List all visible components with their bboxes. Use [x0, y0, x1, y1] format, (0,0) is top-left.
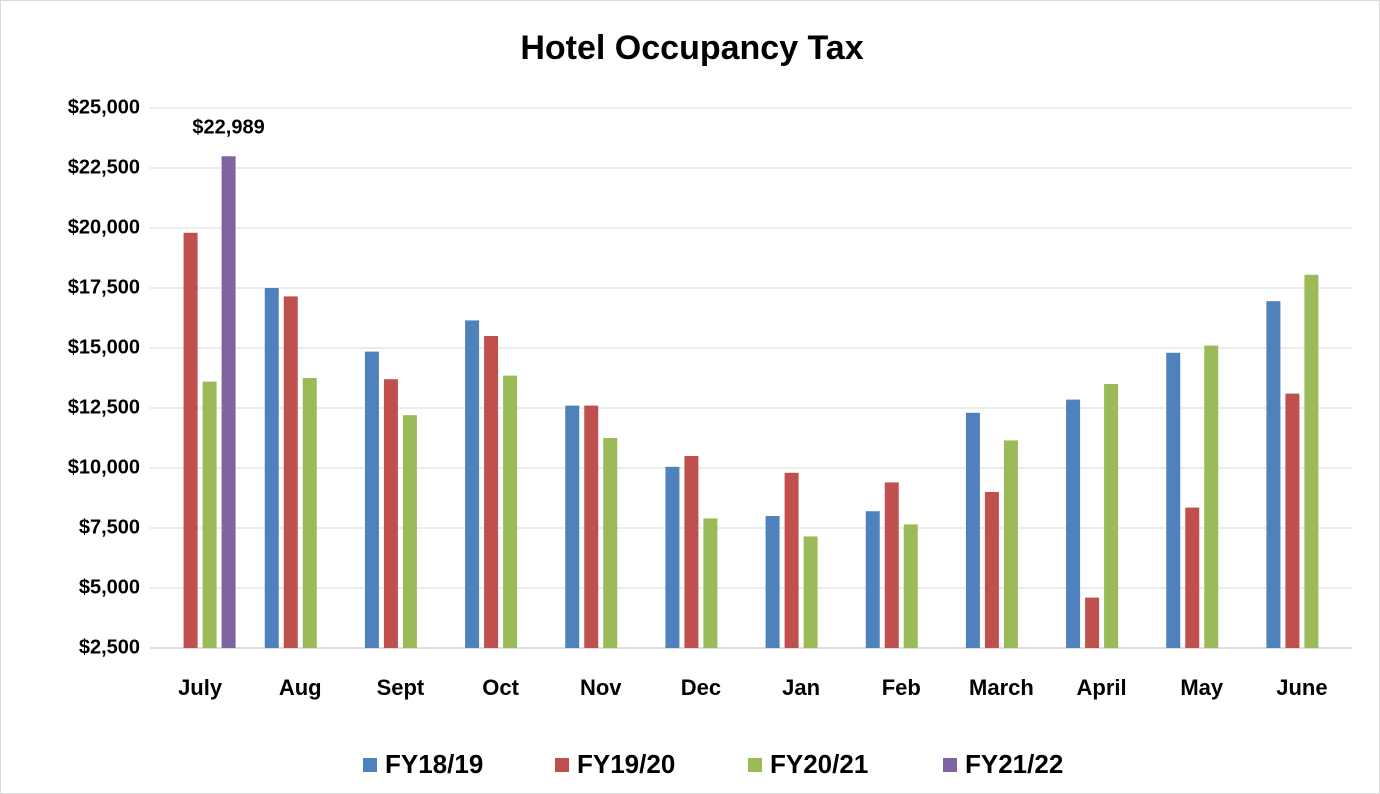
y-tick-label: $25,000	[68, 96, 140, 118]
bar	[603, 438, 618, 648]
bar	[565, 405, 580, 648]
bar	[584, 405, 599, 648]
x-tick-label: Feb	[882, 675, 921, 700]
x-tick-label: April	[1077, 675, 1127, 700]
y-tick-label: $10,000	[68, 456, 140, 478]
y-tick-label: $2,500	[79, 636, 140, 658]
bar	[903, 524, 918, 648]
bar	[1104, 384, 1119, 648]
x-tick-label: July	[178, 675, 223, 700]
bar	[264, 288, 279, 648]
bar	[1204, 345, 1219, 648]
legend-label: FY18/19	[385, 749, 483, 779]
bar	[465, 320, 480, 648]
bar	[283, 296, 298, 648]
legend-label: FY21/22	[965, 749, 1063, 779]
x-tick-label: Dec	[681, 675, 721, 700]
bar	[865, 511, 880, 648]
bar	[1066, 399, 1081, 648]
bar	[984, 492, 999, 648]
bar	[383, 379, 398, 648]
bar	[503, 375, 518, 648]
bar	[765, 516, 780, 648]
bar	[1285, 393, 1300, 648]
x-tick-label: Oct	[482, 675, 519, 700]
x-tick-label: June	[1276, 675, 1327, 700]
y-tick-label: $12,500	[68, 396, 140, 418]
x-tick-label: Aug	[279, 675, 322, 700]
x-tick-label: Sept	[377, 675, 425, 700]
bar	[1266, 301, 1281, 648]
bar	[784, 472, 799, 648]
bar	[402, 415, 417, 648]
bar	[1185, 507, 1200, 648]
bar	[665, 466, 680, 648]
y-tick-label: $5,000	[79, 576, 140, 598]
y-tick-label: $15,000	[68, 336, 140, 358]
x-tick-label: Jan	[782, 675, 820, 700]
y-tick-label: $20,000	[68, 216, 140, 238]
bar	[183, 232, 198, 649]
bar	[803, 536, 818, 648]
bar	[484, 336, 499, 648]
bar	[364, 351, 379, 648]
legend-swatch	[363, 758, 377, 772]
bar	[1166, 352, 1181, 648]
bar	[1085, 597, 1100, 648]
bar	[202, 381, 217, 648]
legend-label: FY19/20	[577, 749, 675, 779]
bar	[965, 412, 980, 648]
bar	[884, 482, 899, 648]
legend-swatch	[943, 758, 957, 772]
bar	[1003, 440, 1018, 648]
bar	[1304, 274, 1319, 648]
bar	[684, 456, 699, 648]
legend-label: FY20/21	[770, 749, 868, 779]
chart-title: Hotel Occupancy Tax	[520, 29, 863, 67]
bar	[221, 156, 236, 648]
bar	[703, 518, 718, 648]
x-tick-label: March	[969, 675, 1034, 700]
legend-swatch	[555, 758, 569, 772]
x-tick-label: Nov	[580, 675, 622, 700]
y-tick-label: $22,500	[68, 156, 140, 178]
data-label: $22,989	[192, 117, 264, 139]
y-tick-label: $17,500	[68, 276, 140, 298]
bar	[302, 378, 317, 648]
legend-swatch	[748, 758, 762, 772]
y-tick-label: $7,500	[79, 516, 140, 538]
x-tick-label: May	[1180, 675, 1224, 700]
